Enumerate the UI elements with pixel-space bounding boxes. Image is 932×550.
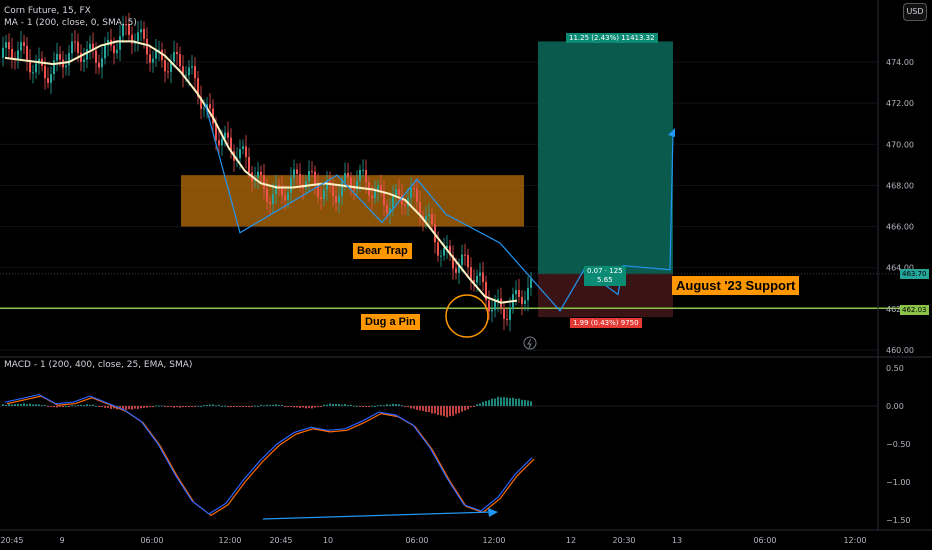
price-tick-label: 466.00 xyxy=(886,223,914,232)
position-ratio: 5.65 xyxy=(597,276,613,284)
price-tick-label: 474.00 xyxy=(886,58,914,67)
time-tick-label: 20:45 xyxy=(269,536,292,545)
currency-button[interactable]: USD xyxy=(903,3,927,21)
time-tick-label: 13 xyxy=(672,536,682,545)
projection-arrow-icon xyxy=(668,127,675,137)
price-tick-label: 470.00 xyxy=(886,140,914,149)
time-tick-label: 20:30 xyxy=(612,536,635,545)
time-tick-label: 12:00 xyxy=(482,536,505,545)
time-tick-label: 06:00 xyxy=(753,536,776,545)
stop-label: 1.99 (0.43%) 9750 xyxy=(570,318,642,328)
projection-trendline[interactable] xyxy=(204,102,674,312)
price-tick-label: 460.00 xyxy=(886,346,914,355)
macd-legend[interactable]: MACD - 1 (200, 400, close, 25, EMA, SMA) xyxy=(4,360,193,370)
pin-highlight-circle[interactable] xyxy=(445,294,489,338)
position-qty: 0.07 · 125 xyxy=(587,267,623,275)
support-price-tag: 462.03 xyxy=(900,305,929,315)
time-tick-label: 06:00 xyxy=(140,536,163,545)
divergence-arrow-icon xyxy=(488,508,498,517)
time-tick-label: 12:00 xyxy=(218,536,241,545)
time-tick-label: 12:00 xyxy=(843,536,866,545)
current-price-tag: 463.70 xyxy=(900,269,929,279)
lightning-icon[interactable] xyxy=(523,336,537,350)
dug-a-pin-label[interactable]: Dug a Pin xyxy=(361,314,420,330)
candlesticks xyxy=(2,12,532,332)
macd-line xyxy=(4,393,533,515)
time-tick-label: 9 xyxy=(59,536,64,545)
time-tick-label: 10 xyxy=(323,536,333,545)
target-label: 11.25 (2.43%) 11413.32 xyxy=(566,33,658,43)
bear-trap-label[interactable]: Bear Trap xyxy=(353,243,412,259)
macd-tick-label: −0.50 xyxy=(886,440,911,449)
macd-tick-label: 0.00 xyxy=(886,402,904,411)
time-tick-label: 06:00 xyxy=(405,536,428,545)
position-mid-label: 0.07 · 125 5.65 xyxy=(584,266,626,286)
symbol-title[interactable]: Corn Future, 15, FX xyxy=(4,6,91,16)
price-tick-label: 472.00 xyxy=(886,99,914,108)
price-tick-label: 468.00 xyxy=(886,181,914,190)
ma-line xyxy=(4,40,518,304)
time-tick-label: 12 xyxy=(566,536,576,545)
lightning-bolt xyxy=(527,338,532,349)
target-zone[interactable] xyxy=(538,41,673,274)
time-axis-labels[interactable]: 20:45 9 06:00 12:00 20:45 10 06:00 12:00 12 20:30… xyxy=(0,536,866,545)
macd-tick-label: 0.50 xyxy=(886,364,904,373)
divergence-trendline[interactable] xyxy=(262,511,493,520)
ma-legend[interactable]: MA - 1 (200, close, 0, SMA, 5) xyxy=(4,18,137,28)
august-support-label[interactable]: August '23 Support xyxy=(672,276,800,295)
macd-histogram xyxy=(2,396,532,418)
macd-axis-labels[interactable]: 0.50 0.00 −0.50 −1.00 −1.50 xyxy=(886,364,911,525)
time-tick-label: 20:45 xyxy=(0,536,23,545)
macd-tick-label: −1.00 xyxy=(886,478,911,487)
price-tick-label: 464.00 xyxy=(886,264,914,273)
macd-tick-label: −1.50 xyxy=(886,516,911,525)
consolidation-zone[interactable] xyxy=(181,175,524,227)
signal-line xyxy=(6,395,535,517)
